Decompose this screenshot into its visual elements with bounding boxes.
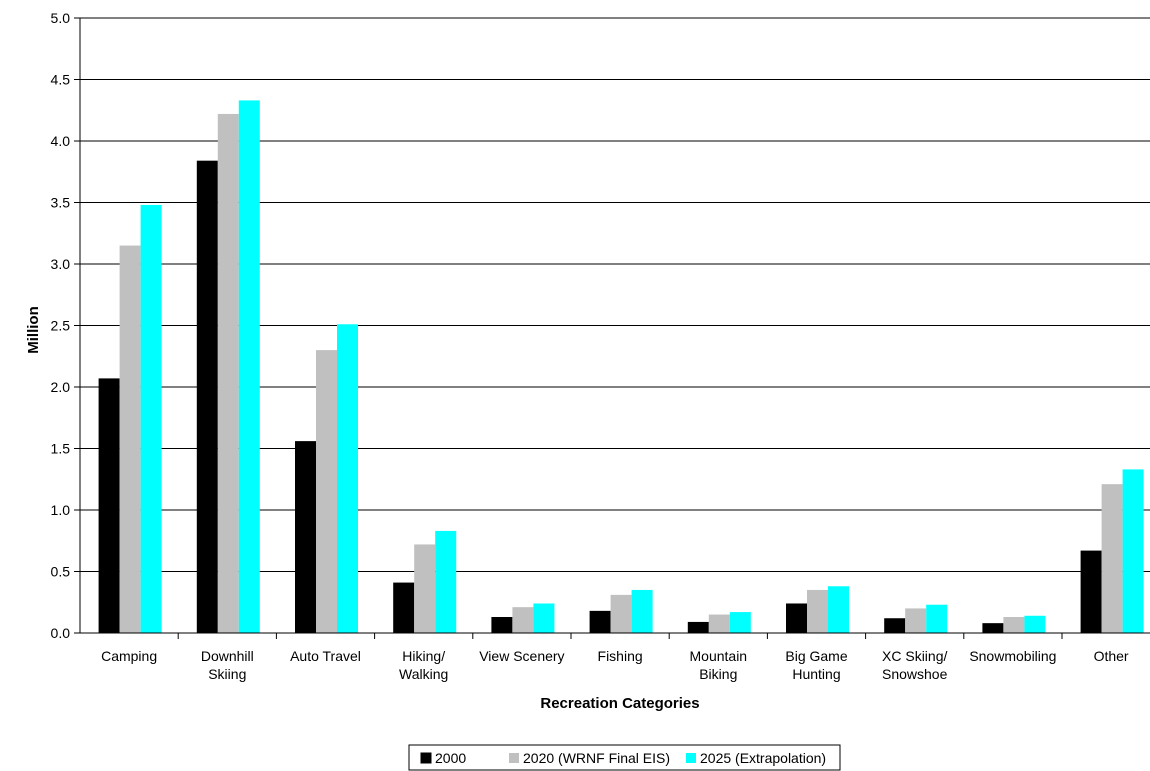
bar: [610, 594, 632, 633]
y-tick-label: 3.5: [51, 195, 71, 211]
x-tick-label: Hiking/Walking: [399, 648, 448, 682]
x-tick-label: XC Skiing/Snowshoe: [882, 648, 948, 682]
y-tick-label: 1.5: [51, 441, 71, 457]
y-tick-label: 2.5: [51, 318, 71, 334]
x-tick-label: Auto Travel: [290, 648, 361, 664]
bar: [631, 589, 653, 633]
bar: [807, 589, 828, 633]
bar: [435, 530, 457, 633]
bar: [1122, 469, 1144, 633]
legend-label: 2025 (Extrapolation): [700, 750, 826, 766]
legend: 2000 2020 (WRNF Final EIS) 2025 (Extrapola…: [408, 744, 841, 771]
y-axis-title: Million: [25, 306, 42, 354]
bar: [982, 623, 1004, 633]
x-tick-label: View Scenery: [479, 648, 564, 664]
legend-label: 2000: [435, 750, 466, 766]
legend-label: 2020 (WRNF Final EIS): [523, 750, 670, 766]
bar: [884, 618, 906, 633]
x-axis-title: Recreation Categories: [540, 695, 699, 712]
y-tick-labels: 0.0 0.5 1.0 1.5 2.0 2.5 3.0 3.5 4.0 4.5 5.0: [51, 10, 71, 641]
bar: [729, 612, 751, 633]
x-tick-label: Big Game Hunting: [785, 648, 847, 682]
bar: [140, 204, 162, 633]
bar: [687, 621, 709, 633]
y-tick-label: 0.5: [51, 564, 71, 580]
bar: [316, 350, 337, 633]
y-tick-label: 0.0: [51, 625, 71, 641]
y-tick-label: 5.0: [51, 10, 71, 26]
bar: [238, 100, 260, 633]
bar: [1080, 550, 1102, 633]
bar: [217, 113, 239, 633]
bar: [786, 603, 807, 633]
legend-swatch: [509, 753, 519, 763]
y-tick-label: 1.0: [51, 502, 71, 518]
y-tick-label: 3.0: [51, 256, 71, 272]
bar: [708, 614, 730, 633]
bar: [119, 245, 141, 634]
x-tick-label: Downhill Skiing: [201, 648, 254, 682]
bar: [393, 582, 415, 633]
legend-swatch: [420, 752, 432, 764]
bar: [196, 160, 218, 633]
bar: [905, 608, 927, 633]
bar: [926, 604, 948, 633]
bar: [1101, 484, 1123, 633]
bar: [1003, 617, 1025, 633]
x-tick-label: Snowmobiling: [969, 648, 1056, 664]
x-category-labels: Camping Downhill Skiing Auto Travel Hiking/W…: [101, 648, 1129, 682]
x-tick-label: Fishing: [598, 648, 643, 664]
x-tick-label: Other: [1094, 648, 1129, 664]
bar: [589, 610, 611, 633]
bar: [512, 607, 534, 633]
bar: [533, 603, 555, 633]
bar: [1024, 615, 1046, 633]
y-tick-label: 2.0: [51, 379, 71, 395]
bar: [295, 441, 316, 633]
axes: [74, 17, 1150, 639]
bars: [98, 100, 1144, 634]
legend-swatch: [686, 753, 696, 763]
x-tick-label: Mountain Biking: [690, 648, 748, 682]
bar: [414, 544, 436, 633]
bar: [828, 586, 849, 633]
y-tick-label: 4.5: [51, 72, 71, 88]
x-tick-label: Camping: [101, 648, 157, 664]
bar: [337, 324, 358, 633]
bar: [491, 617, 513, 633]
y-tick-label: 4.0: [51, 133, 71, 149]
legend-box: [408, 744, 841, 771]
bar: [98, 378, 120, 633]
